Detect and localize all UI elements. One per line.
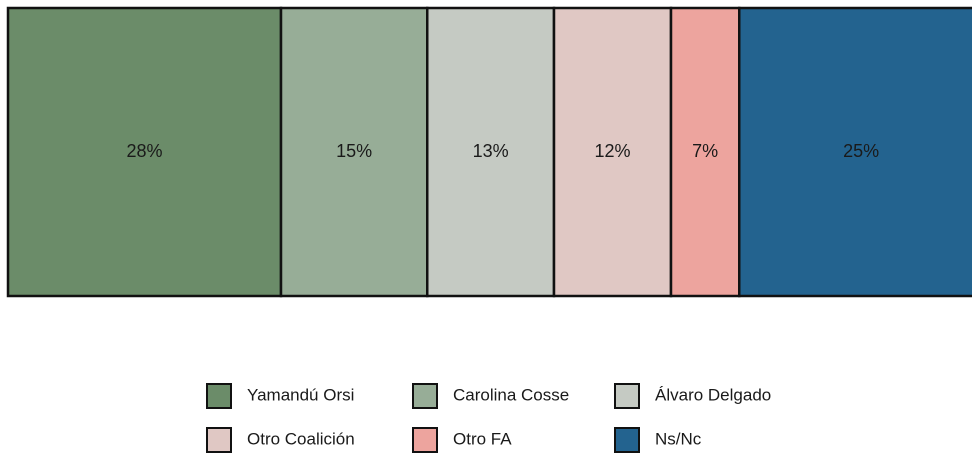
legend-swatch (412, 427, 438, 453)
legend-label: Carolina Cosse (453, 385, 569, 404)
bar-segment (426, 6, 556, 298)
bar-segment (6, 6, 283, 298)
legend-label: Ns/Nc (655, 429, 702, 448)
legend-swatch (206, 427, 232, 453)
data-label: 12% (594, 141, 630, 161)
data-label: 28% (126, 141, 162, 161)
legend-swatch (614, 383, 640, 409)
legend-swatch (412, 383, 438, 409)
data-label: 15% (336, 141, 372, 161)
data-label: 25% (843, 141, 879, 161)
legend-label: Otro FA (453, 429, 512, 448)
legend-label: Yamandú Orsi (247, 385, 354, 404)
bar-segment (669, 6, 741, 298)
legend-swatch (206, 383, 232, 409)
bar-segment (279, 6, 429, 298)
data-label: 13% (473, 141, 509, 161)
legend-label: Otro Coalición (247, 429, 355, 448)
data-label: 7% (692, 141, 718, 161)
legend-label: Álvaro Delgado (655, 385, 771, 404)
bar-segment (552, 6, 673, 298)
legend-swatch (614, 427, 640, 453)
bar-segment (738, 6, 972, 298)
